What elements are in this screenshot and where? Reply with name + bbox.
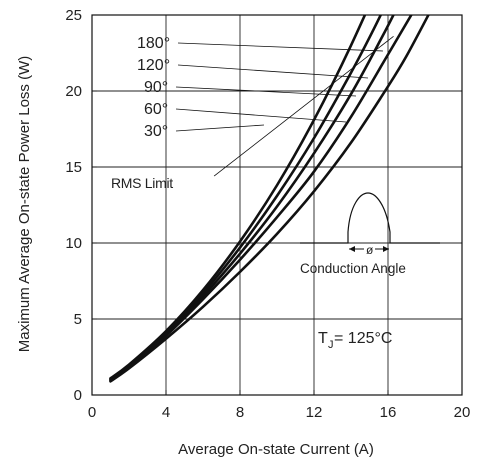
x-axis-title: Average On-state Current (A) [178, 441, 374, 458]
rms-limit-line [213, 35, 394, 177]
leader-line-2 [175, 86, 357, 97]
leader-line-3 [175, 108, 347, 123]
y-tick-label-2: 10 [65, 235, 82, 252]
y-axis-title: Maximum Average On-state Power Loss (W) [16, 56, 33, 352]
curve-60deg [109, 15, 413, 382]
x-tick-label-2: 8 [236, 404, 244, 421]
tj-subscript: J [328, 339, 334, 351]
series-leader-lines [175, 42, 384, 132]
y-tick-label-5: 25 [65, 7, 82, 24]
series-label-30: 30° [144, 123, 168, 140]
plot-frame [91, 14, 463, 396]
y-tick-label-3: 15 [65, 159, 82, 176]
leader-line-4 [175, 124, 265, 132]
x-tick-label-5: 20 [454, 404, 471, 421]
series-label-90: 90° [144, 79, 168, 96]
x-tick-label-1: 4 [162, 404, 170, 421]
leader-line-1 [177, 64, 369, 79]
tj-value: = 125°C [334, 330, 392, 347]
series-label-180: 180° [137, 35, 170, 52]
series-label-60: 60° [144, 101, 168, 118]
curve-30deg [109, 15, 430, 383]
half-wave-shape [300, 192, 440, 244]
x-tick-label-3: 12 [306, 404, 323, 421]
arrow-head-left [349, 246, 355, 252]
rms-limit-label: RMS Limit [111, 175, 173, 191]
chart-grid [92, 15, 462, 395]
arrow-head-right [383, 246, 389, 252]
phi-symbol: ø [366, 243, 374, 257]
y-tick-label-4: 20 [65, 83, 82, 100]
x-tick-label-0: 0 [88, 404, 96, 421]
y-tick-label-0: 0 [74, 387, 82, 404]
conduction-angle-inset: ø Conduction Angle [300, 192, 440, 276]
series-label-120: 120° [137, 57, 170, 74]
axis-ticks: 0 4 8 12 16 20 0 5 10 15 20 25 [65, 7, 470, 421]
leader-line-0 [177, 42, 384, 52]
junction-temp-annotation: T J = 125°C [318, 330, 392, 351]
x-tick-label-4: 16 [380, 404, 397, 421]
conduction-angle-label: Conduction Angle [300, 261, 406, 276]
tj-symbol: T [318, 330, 328, 347]
y-tick-label-1: 5 [74, 311, 82, 328]
